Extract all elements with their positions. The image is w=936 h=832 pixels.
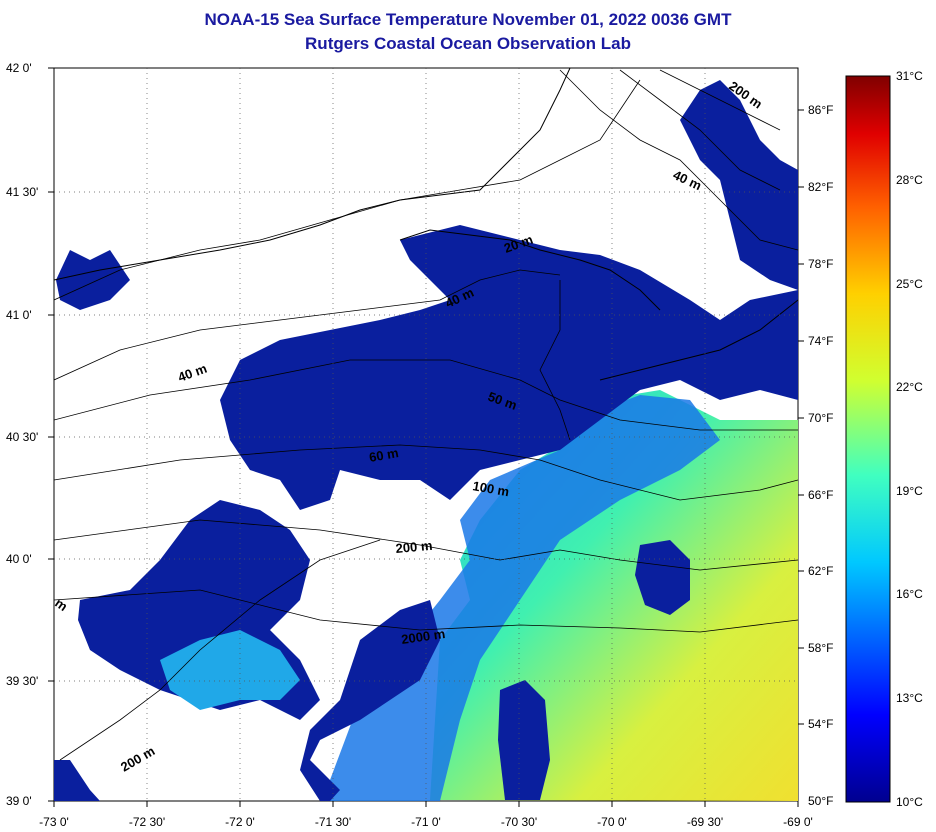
- lon-label: -69 0': [783, 815, 813, 829]
- temperature-colorbar: [845, 75, 891, 803]
- contour-label: 100 m: [471, 478, 510, 499]
- lat-lon-grid: [54, 68, 798, 801]
- fahrenheit-label: 70°F: [808, 411, 833, 425]
- fahrenheit-labels: 86°F 82°F 78°F 74°F 70°F 66°F 62°F 58°F …: [808, 103, 833, 808]
- celsius-labels: 31°C 28°C 25°C 22°C 19°C 16°C 13°C 10°C: [896, 69, 923, 809]
- lat-label: 39 0': [6, 794, 32, 808]
- axis-ticks: [48, 67, 804, 807]
- lon-label: -69 30': [687, 815, 723, 829]
- fahrenheit-label: 54°F: [808, 717, 833, 731]
- lon-label: -72 30': [129, 815, 165, 829]
- cold-water-northeast: [680, 80, 798, 290]
- map-title: NOAA-15 Sea Surface Temperature November…: [204, 10, 732, 29]
- fahrenheit-label: 86°F: [808, 103, 833, 117]
- map-subtitle: Rutgers Coastal Ocean Observation Lab: [305, 34, 631, 53]
- celsius-label: 16°C: [896, 587, 923, 601]
- fahrenheit-label: 58°F: [808, 641, 833, 655]
- celsius-label: 10°C: [896, 795, 923, 809]
- lon-label: -72 0': [225, 815, 255, 829]
- cold-water-northwest: [56, 250, 130, 310]
- celsius-label: 19°C: [896, 484, 923, 498]
- cold-water-shelf: [220, 225, 798, 510]
- celsius-label: 25°C: [896, 277, 923, 291]
- fahrenheit-label: 50°F: [808, 794, 833, 808]
- cyan-water-southwest: [160, 630, 300, 710]
- lat-label: 39 30': [6, 674, 38, 688]
- fahrenheit-label: 62°F: [808, 564, 833, 578]
- sst-field: [54, 80, 798, 801]
- lon-label: -70 30': [501, 815, 537, 829]
- fahrenheit-label: 78°F: [808, 257, 833, 271]
- latitude-labels: 42 0' 41 30' 41 0' 40 30' 40 0' 39 30' 3…: [6, 61, 38, 808]
- celsius-label: 22°C: [896, 380, 923, 394]
- lat-label: 40 0': [6, 552, 32, 566]
- contour-label: 60 m: [368, 445, 400, 465]
- fahrenheit-label: 66°F: [808, 488, 833, 502]
- contour-label: 2000 m: [400, 626, 446, 647]
- lon-label: -73 0': [39, 815, 69, 829]
- lon-label: -71 30': [315, 815, 351, 829]
- cold-filament-south: [498, 680, 550, 800]
- lat-label: 41 30': [6, 185, 38, 199]
- fahrenheit-label: 82°F: [808, 180, 833, 194]
- longitude-labels: -73 0' -72 30' -72 0' -71 30' -71 0' -70…: [39, 815, 813, 829]
- coastline: [54, 68, 798, 381]
- cold-water-midshelf: [300, 600, 440, 801]
- lat-label: 42 0': [6, 61, 32, 75]
- celsius-label: 28°C: [896, 173, 923, 187]
- celsius-label: 13°C: [896, 691, 923, 705]
- contour-label: 200 m: [395, 538, 433, 556]
- celsius-label: 31°C: [896, 69, 923, 83]
- lat-label: 41 0': [6, 308, 32, 322]
- fahrenheit-label: 74°F: [808, 334, 833, 348]
- cool-water-region: [330, 395, 720, 801]
- lon-label: -71 0': [411, 815, 441, 829]
- lat-label: 40 30': [6, 430, 38, 444]
- cold-water-southeast: [54, 760, 100, 801]
- cold-eddy-east: [635, 540, 690, 615]
- lon-label: -70 0': [597, 815, 627, 829]
